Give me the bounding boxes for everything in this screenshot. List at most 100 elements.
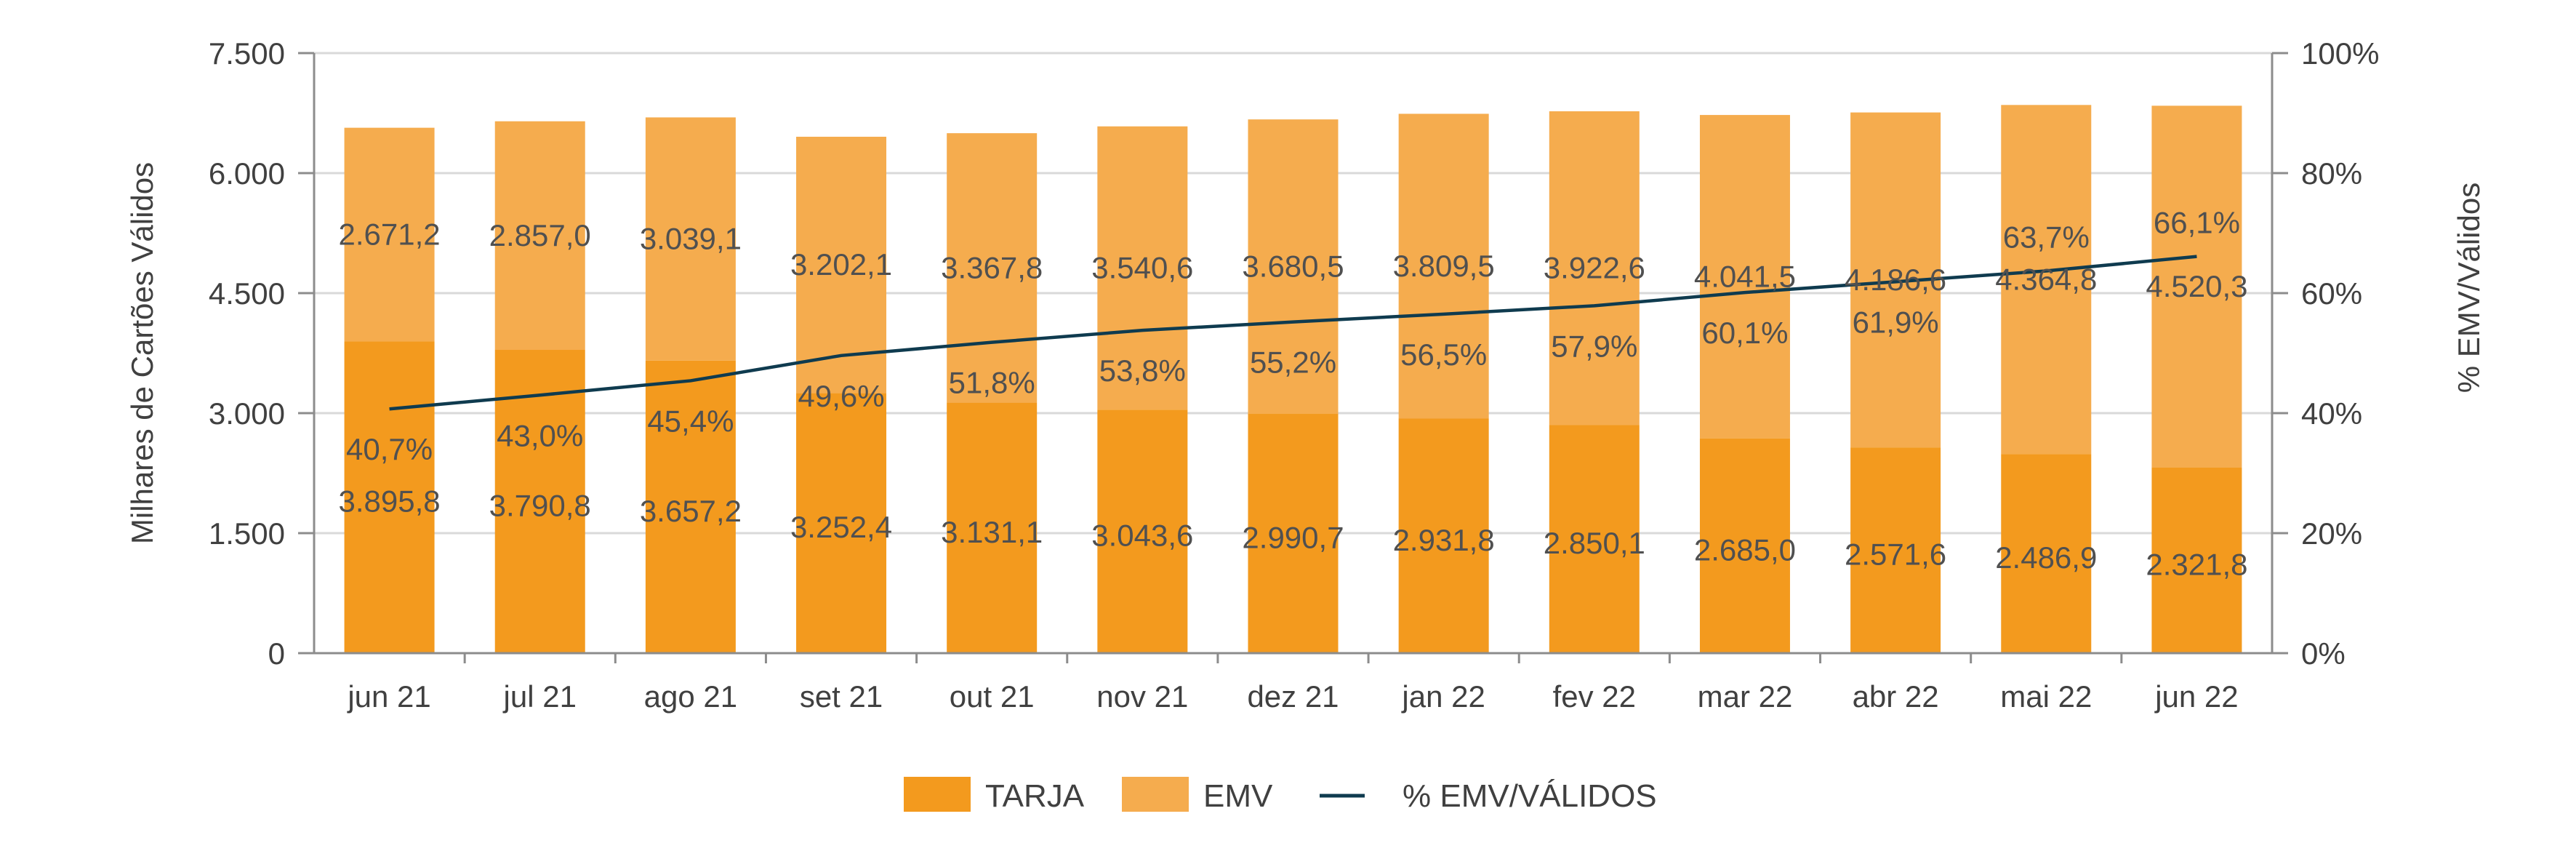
y-tick-label: 4.500 (209, 276, 285, 311)
bar-emv (344, 127, 435, 342)
bar-tarja (796, 393, 887, 653)
label-pct: 60,1% (1701, 316, 1788, 350)
label-emv: 3.039,1 (640, 222, 742, 256)
x-tick-label: jul 21 (502, 679, 577, 714)
label-emv: 3.680,5 (1242, 249, 1344, 284)
bar-tarja (1549, 425, 1640, 653)
label-pct: 40,7% (346, 432, 433, 466)
label-tarja: 2.685,0 (1694, 532, 1796, 567)
label-pct: 55,2% (1250, 345, 1336, 380)
label-emv: 3.202,1 (790, 247, 892, 281)
bar-tarja (2151, 467, 2242, 653)
label-emv: 4.520,3 (2146, 269, 2247, 303)
label-pct: 53,8% (1099, 353, 1186, 388)
label-tarja: 2.321,8 (2146, 547, 2247, 581)
x-tick-label: out 21 (950, 679, 1035, 714)
label-emv: 3.367,8 (941, 250, 1043, 284)
bar-tarja (1850, 447, 1941, 653)
label-emv: 3.922,6 (1544, 251, 1645, 285)
x-tick-label: mai 22 (2000, 679, 2092, 714)
bar-tarja (1097, 409, 1188, 653)
bar-tarja (494, 350, 585, 653)
label-pct: 63,7% (2003, 220, 2090, 254)
label-emv: 4.186,6 (1845, 263, 1946, 297)
bar-emv (1398, 113, 1489, 419)
label-tarja: 2.990,7 (1242, 521, 1344, 555)
bar-emv (796, 137, 887, 393)
bar-tarja (1248, 414, 1339, 653)
bar-emv (1549, 111, 1640, 425)
line-pct-emv (389, 255, 2197, 411)
y-tick-label: 6.000 (209, 156, 285, 191)
label-tarja: 3.657,2 (640, 494, 742, 528)
y-axis-title: Milhares de Cartões Válidos (125, 162, 159, 544)
axes: 0 0% 1.500 20% 3.000 40% 4.500 60% 6.000 80% 7.500… (209, 36, 2380, 714)
label-pct: 45,4% (647, 404, 734, 438)
x-tick-label: jun 21 (346, 679, 430, 714)
label-tarja: 3.252,4 (790, 510, 892, 544)
label-tarja: 2.850,1 (1544, 526, 1645, 560)
x-tick-label: fev 22 (1553, 679, 1636, 714)
bar-emv (1248, 119, 1339, 415)
label-emv: 2.671,2 (339, 217, 441, 252)
legend-swatch-emv (1122, 777, 1189, 812)
x-tick-label: set 21 (800, 679, 883, 714)
y-tick-label: 3.000 (209, 396, 285, 431)
bar-emv (494, 121, 585, 351)
x-tick-label: ago 21 (644, 679, 737, 714)
label-tarja: 3.895,8 (339, 484, 441, 519)
y2-tick-label: 60% (2301, 276, 2362, 311)
data-labels: 3.895,8 2.671,2 40,7% 3.790,8 2.857,0 43,0% 3.… (339, 206, 2248, 582)
label-tarja: 3.131,1 (941, 515, 1043, 549)
percentage-line (389, 255, 2197, 411)
label-pct: 43,0% (497, 418, 583, 452)
bar-tarja (645, 360, 736, 653)
label-pct: 66,1% (2154, 206, 2240, 240)
y-tick-label: 1.500 (209, 516, 285, 551)
legend-label-emv: EMV (1203, 778, 1273, 814)
y2-axis-title: % EMV/Válidos (2452, 183, 2486, 393)
y2-tick-label: 100% (2301, 36, 2379, 71)
y2-tick-label: 0% (2301, 636, 2346, 671)
y2-tick-label: 40% (2301, 396, 2362, 431)
x-tick-label: jan 22 (1400, 679, 1485, 714)
bar-tarja (344, 341, 435, 653)
label-pct: 61,9% (1853, 305, 1939, 339)
bar-emv (947, 133, 1038, 403)
legend-swatch-tarja (904, 777, 971, 812)
label-tarja: 3.790,8 (489, 489, 591, 523)
label-pct: 57,9% (1551, 329, 1637, 363)
label-tarja: 2.931,8 (1393, 523, 1495, 557)
bar-tarja (2001, 454, 2092, 653)
bars (344, 105, 2242, 653)
y2-tick-label: 20% (2301, 516, 2362, 551)
label-pct: 51,8% (949, 366, 1035, 400)
legend-label-pct: % EMV/VÁLIDOS (1403, 778, 1657, 814)
label-emv: 4.041,5 (1694, 259, 1796, 293)
label-tarja: 3.043,6 (1091, 519, 1193, 553)
label-pct: 49,6% (798, 379, 884, 413)
bar-emv (1699, 115, 1790, 439)
label-emv: 4.364,8 (1995, 262, 2097, 296)
x-tick-label: jun 22 (2154, 679, 2238, 714)
label-pct: 56,5% (1400, 337, 1487, 372)
x-tick-label: mar 22 (1698, 679, 1793, 714)
legend: TARJA EMV % EMV/VÁLIDOS (904, 777, 1657, 814)
y-tick-label: 7.500 (209, 36, 285, 71)
y-tick-label: 0 (268, 636, 285, 671)
x-tick-label: nov 21 (1096, 679, 1188, 714)
label-emv: 3.540,6 (1091, 250, 1193, 284)
label-emv: 2.857,0 (489, 218, 591, 252)
bar-emv (2001, 105, 2092, 455)
bar-tarja (947, 402, 1038, 653)
bar-emv (2151, 105, 2242, 468)
y2-tick-label: 80% (2301, 156, 2362, 191)
label-emv: 3.809,5 (1393, 249, 1495, 283)
legend-label-tarja: TARJA (985, 778, 1085, 814)
label-tarja: 2.571,6 (1845, 538, 1946, 572)
bar-tarja (1699, 438, 1790, 653)
label-tarja: 2.486,9 (1995, 540, 2097, 575)
bar-tarja (1398, 418, 1489, 653)
bar-emv (1097, 126, 1188, 410)
bar-emv (645, 117, 736, 361)
